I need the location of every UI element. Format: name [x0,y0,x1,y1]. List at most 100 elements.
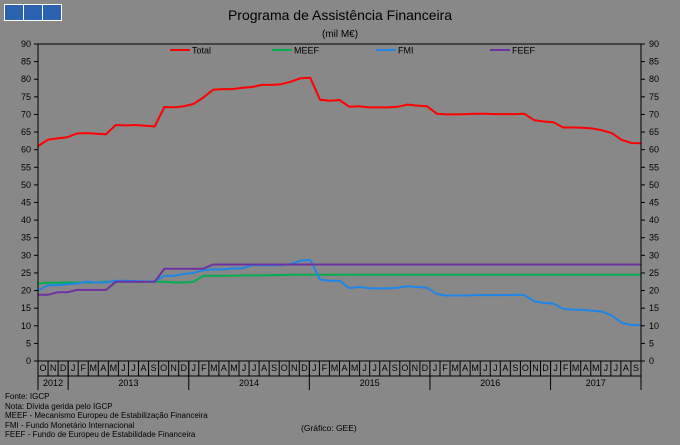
month-label: O [160,363,167,373]
data-point-total [338,99,341,101]
month-label: M [351,363,359,373]
data-point-fmi [338,279,341,282]
month-label: M [331,363,339,373]
month-label: J [252,363,257,373]
data-point-meef [572,273,574,276]
data-point-fmi [163,274,166,277]
y-tick-label-right: 65 [649,127,659,137]
data-point-feef [95,289,98,291]
data-point-fmi [241,267,244,270]
month-label: J [362,363,367,373]
month-label: F [80,363,86,373]
month-label: A [382,363,388,373]
data-point-meef [416,273,419,276]
month-label: D [301,363,308,373]
data-point-fmi [202,269,205,271]
month-label: J [483,363,488,373]
y-tick-label: 85 [21,57,31,67]
data-point-fmi [348,287,351,289]
y-tick-label-right: 70 [649,109,659,119]
note-source: Fonte: IGCP [5,392,50,401]
data-point-total [202,96,205,99]
data-point-total [445,113,448,116]
data-point-fmi [611,314,613,317]
y-tick-label: 35 [21,233,31,243]
data-point-fmi [377,287,380,290]
month-label: O [522,363,529,373]
y-tick-label: 50 [21,180,31,190]
data-point-feef [367,263,370,266]
data-point-meef [474,273,477,276]
data-point-feef [290,263,292,266]
brand-logo [4,4,62,21]
data-point-meef [319,273,321,276]
data-point-feef [85,289,88,291]
month-label: S [512,363,518,373]
data-point-fmi [630,324,633,326]
data-point-total [572,126,574,129]
data-point-fmi [397,286,399,289]
data-point-meef [484,273,487,276]
data-point-total [319,98,321,101]
month-label: F [201,363,207,373]
month-label: J [433,363,438,373]
data-point-meef [406,273,409,276]
data-point-feef [620,263,623,266]
data-point-feef [251,263,253,266]
y-tick-label-right: 85 [649,57,659,67]
data-point-meef [280,274,282,276]
y-tick-label-right: 90 [649,39,659,49]
data-point-feef [348,263,351,266]
notes: Fonte: IGCP Nota: Dívida gerida pelo IGC… [5,392,208,440]
y-tick-label: 55 [21,162,31,172]
data-point-fmi [426,286,428,289]
data-point-total [46,139,49,141]
month-label: O [281,363,288,373]
month-label: J [614,363,619,373]
data-point-feef [328,263,331,266]
data-point-feef [455,263,458,266]
data-point-meef [212,274,214,277]
data-point-fmi [328,279,331,282]
data-point-feef [581,263,584,266]
month-label: F [563,363,569,373]
y-tick-label: 75 [21,92,31,102]
data-point-fmi [581,309,584,311]
month-label: M [230,363,238,373]
legend-label-feef: FEEF [512,46,536,56]
month-label: A [141,363,147,373]
note-meef: MEEF - Mecanismo Europeu de Estabilizaçã… [5,411,208,421]
month-label: D [60,363,67,373]
data-point-total [367,106,370,109]
data-point-total [435,112,438,115]
data-point-total [591,127,594,130]
y-tick-label-right: 25 [649,268,659,278]
month-label: A [221,363,227,373]
y-tick-label-right: 80 [649,74,659,84]
data-point-meef [328,273,331,276]
data-point-meef [552,273,555,276]
data-point-total [377,106,380,109]
chart-credit: (Gráfico: GEE) [301,423,357,433]
data-point-meef [299,273,302,276]
month-label: S [151,363,157,373]
data-point-fmi [620,321,623,324]
month-label: D [422,363,429,373]
y-tick-label: 25 [21,268,31,278]
data-point-fmi [572,308,574,311]
data-point-feef [309,263,312,266]
data-point-meef [504,273,506,276]
plot-frame [37,43,642,362]
data-point-fmi [445,294,448,297]
month-label: N [291,363,298,373]
y-tick-label-right: 30 [649,250,659,260]
data-point-total [56,137,59,140]
y-tick-label-right: 15 [649,303,659,313]
month-label: A [342,363,348,373]
data-point-total [241,86,244,89]
data-point-fmi [523,294,526,296]
data-point-total [66,136,68,139]
month-label: M [451,363,459,373]
data-point-meef [270,274,273,276]
data-point-meef [513,273,516,276]
